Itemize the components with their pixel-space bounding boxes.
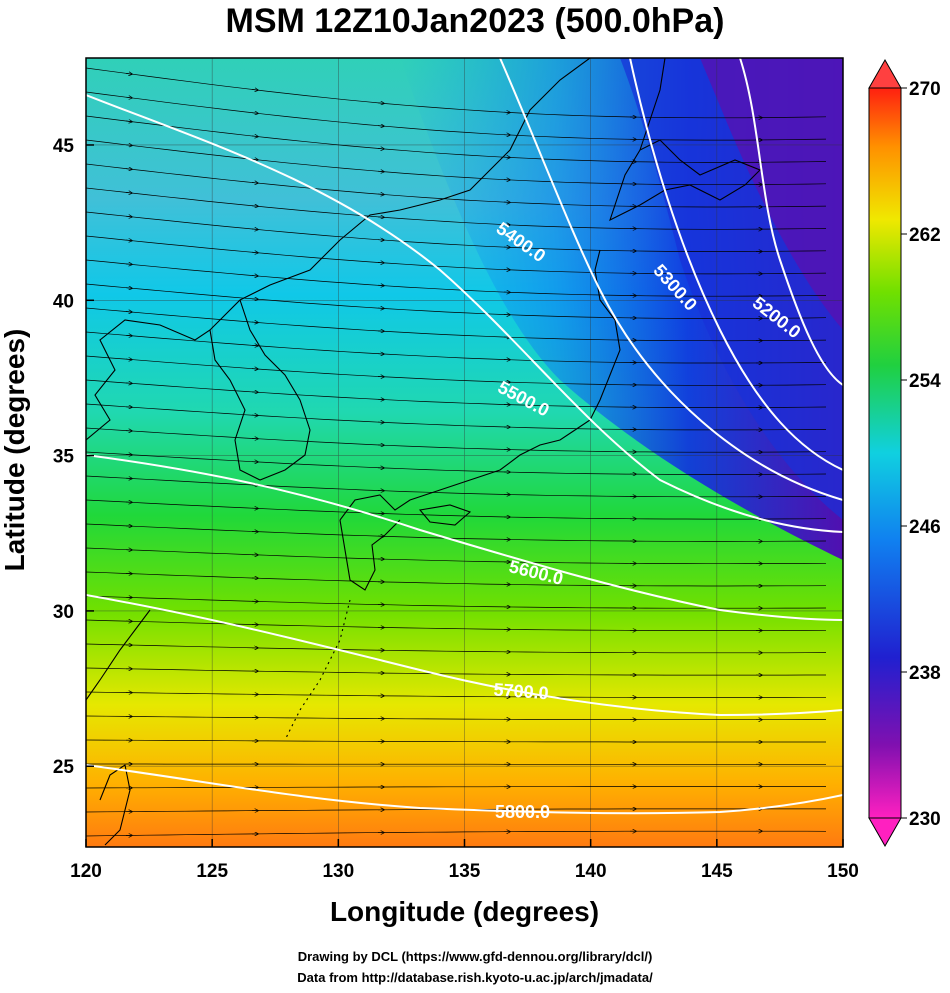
streamline	[86, 667, 826, 676]
y-tick-label: 40	[53, 291, 74, 312]
streamline	[86, 571, 827, 587]
credit-data: Data from http://database.rish.kyoto-u.a…	[297, 970, 653, 985]
streamline	[86, 619, 827, 631]
streamline	[86, 499, 827, 520]
wind-streamlines	[86, 67, 827, 860]
streamline	[86, 523, 827, 542]
x-tick-label: 130	[322, 861, 354, 882]
streamline	[86, 643, 827, 654]
streamline	[86, 91, 827, 141]
streamline	[86, 830, 827, 837]
streamline	[86, 235, 827, 275]
x-tick-label: 135	[449, 861, 481, 882]
streamline	[86, 739, 826, 743]
wind-arrow	[125, 264, 132, 265]
streamline	[86, 475, 827, 498]
contour-label: 5800.0	[495, 802, 550, 822]
streamline	[86, 403, 827, 431]
plot-area	[86, 58, 843, 860]
wind-arrow	[251, 182, 258, 183]
streamline	[86, 115, 827, 163]
colorbar-tick-label: 270	[909, 79, 941, 100]
x-tick-label: 120	[70, 861, 102, 882]
wind-arrow	[251, 276, 258, 277]
wind-arrow	[251, 113, 258, 114]
streamline	[86, 595, 827, 609]
x-tick-label: 140	[575, 861, 607, 882]
streamline	[86, 547, 827, 565]
x-axis-label: Longitude (degrees)	[329, 896, 600, 927]
x-tick-label: 145	[701, 861, 733, 882]
colorbar-tick-label: 262	[909, 225, 941, 246]
wind-arrow	[377, 148, 384, 149]
credit-drawing: Drawing by DCL (https://www.gfd-dennou.o…	[297, 949, 653, 964]
coastlines	[86, 58, 761, 846]
wind-arrow	[125, 240, 132, 241]
colorbar-tick-label: 254	[909, 371, 941, 392]
streamline	[86, 853, 826, 860]
wind-arrow	[251, 206, 258, 207]
streamline	[86, 379, 827, 408]
streamline	[86, 283, 827, 319]
wind-arrow	[125, 216, 132, 217]
x-axis: 120 125 130 135 140 145 150	[70, 839, 859, 882]
coldest-region	[700, 58, 843, 330]
wind-arrow	[125, 121, 132, 122]
wind-arrow	[377, 103, 384, 104]
y-tick-label: 45	[53, 136, 75, 157]
streamline	[86, 451, 827, 475]
wind-arrow	[251, 136, 258, 137]
height-contours	[86, 58, 843, 815]
wind-arrow	[251, 89, 258, 90]
streamline	[86, 163, 827, 208]
colorbar-gradient	[868, 87, 902, 819]
page-title: MSM 12Z10Jan2023 (500.0hPa)	[225, 2, 725, 40]
streamline	[86, 355, 827, 386]
streamline	[86, 786, 826, 789]
y-tick-label: 30	[53, 602, 74, 623]
wind-arrow	[125, 145, 132, 146]
x-tick-label: 150	[827, 861, 859, 882]
streamline	[86, 427, 827, 453]
streamline	[86, 67, 827, 119]
grid-lines	[86, 58, 843, 847]
wind-arrow	[251, 159, 258, 160]
wind-arrow	[125, 192, 132, 193]
colorbar-min-arrow	[868, 817, 902, 848]
wind-arrow	[251, 229, 258, 230]
y-tick-label: 25	[53, 757, 75, 778]
streamline	[86, 331, 827, 364]
colorbar: 270 262 254 246 238 230	[868, 58, 941, 848]
colorbar-tick-label: 246	[909, 517, 941, 538]
colorbar-max-arrow	[868, 58, 902, 89]
streamline	[86, 211, 827, 252]
streamline	[86, 139, 827, 186]
streamline	[86, 187, 827, 230]
y-tick-label: 35	[53, 447, 75, 468]
colorbar-tick-label: 230	[909, 809, 941, 830]
wind-arrow	[251, 252, 258, 253]
wind-arrow	[125, 288, 132, 289]
streamline	[86, 691, 826, 698]
wind-arrow	[125, 97, 132, 98]
x-tick-label: 125	[196, 861, 228, 882]
streamline	[86, 259, 827, 297]
streamline	[86, 715, 826, 721]
y-axis: 25 30 35 40 45	[53, 136, 94, 778]
wind-arrow	[377, 126, 384, 127]
wind-arrow	[125, 73, 132, 74]
streamline	[86, 307, 827, 342]
y-axis-label: Latitude (degrees)	[0, 328, 30, 572]
wind-arrow	[125, 169, 132, 170]
colorbar-tick-label: 238	[909, 663, 941, 684]
wind-arrow	[125, 312, 132, 313]
contour-label: 5700.0	[493, 679, 549, 703]
